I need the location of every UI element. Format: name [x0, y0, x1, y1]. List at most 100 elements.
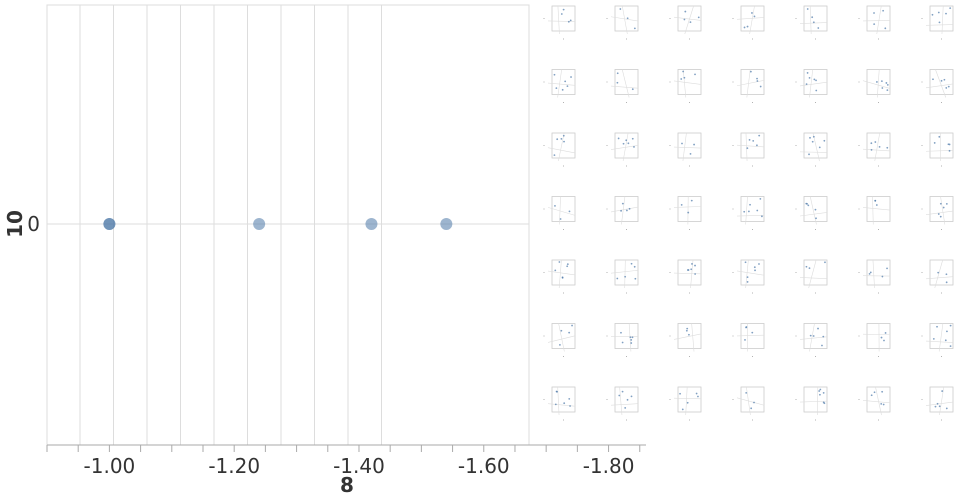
thumbnail-xlabel-mark: [878, 165, 879, 167]
thumbnail-frame: [551, 323, 576, 349]
thumbnail-gridline: [673, 146, 702, 149]
thumbnail-gridline: [925, 150, 954, 152]
thumbnail-point: [567, 20, 570, 23]
thumbnail-point: [936, 402, 939, 405]
thumbnail-point: [560, 329, 563, 332]
thumbnail-frame: [929, 386, 954, 413]
thumbnail-xlabel-mark: [878, 229, 879, 230]
thumbnail-point: [938, 135, 941, 138]
thumbnail-frame: [677, 132, 702, 159]
thumbnail-point: [874, 141, 877, 143]
thumbnail-point: [683, 18, 686, 21]
thumbnail-gridline: [547, 20, 576, 22]
thumbnail-gridline: [673, 16, 702, 21]
thumbnail-point: [868, 272, 871, 275]
thumbnail-point: [943, 78, 946, 81]
thumbnail-gridline: [862, 80, 891, 89]
x-tick-label: -1.20: [208, 454, 260, 478]
thumbnail-ylabel-mark: [543, 208, 545, 210]
thumbnail-point: [880, 402, 883, 405]
thumbnail-gridline: [685, 386, 688, 416]
thumbnail-xlabel-mark: [563, 165, 564, 167]
thumbnail-gridline: [925, 401, 954, 406]
thumbnail-xlabel-mark: [626, 419, 627, 421]
thumbnail-point: [945, 281, 948, 284]
thumbnail-point: [753, 401, 755, 404]
thumbnail-point: [697, 395, 699, 398]
thumbnail-point: [934, 405, 937, 408]
thumbnail-gridline: [610, 206, 639, 213]
thumbnail-xlabel-mark: [752, 229, 753, 230]
thumbnail-gridline: [673, 80, 702, 85]
thumbnail-frame: [614, 69, 639, 95]
thumbnail-point: [634, 277, 637, 280]
thumbnail-gridline: [925, 83, 954, 89]
thumbnail-gridline: [547, 207, 576, 216]
thumbnail-point: [882, 9, 885, 12]
thumbnail-frame: [803, 323, 828, 349]
thumbnail-panel: [795, 323, 828, 357]
thumbnail-gridline: [558, 132, 565, 162]
thumbnail-gridline: [624, 259, 626, 289]
thumbnail-point: [680, 78, 683, 80]
thumbnail-frame: [803, 69, 828, 95]
thumbnail-ylabel-mark: [795, 272, 797, 273]
thumbnail-ylabel-mark: [606, 399, 608, 400]
thumbnail-panel: [606, 386, 639, 421]
thumbnail-panel: [732, 259, 765, 294]
thumbnail-point: [697, 16, 700, 19]
thumbnail-frame: [866, 132, 891, 159]
thumbnail-gridline: [736, 270, 765, 276]
thumbnail-point: [806, 202, 808, 205]
thumbnail-point: [748, 138, 751, 141]
thumbnail-point: [560, 13, 563, 15]
thumbnail-xlabel-mark: [689, 102, 690, 103]
thumbnail-gridline: [872, 259, 875, 289]
thumbnail-panel: [921, 5, 954, 40]
thumbnail-point: [621, 202, 624, 205]
thumbnail-xlabel-mark: [689, 229, 690, 230]
thumbnail-panel: [606, 132, 639, 167]
x-tick-label: -1.80: [583, 454, 635, 478]
thumbnail-gridline: [736, 144, 765, 148]
thumbnail-gridline: [610, 269, 639, 274]
thumbnail-panel: [921, 132, 954, 167]
thumbnail-point: [818, 146, 821, 149]
thumbnail-gridline: [809, 69, 814, 98]
thumbnail-point: [563, 140, 565, 143]
thumbnail-point: [617, 137, 620, 140]
thumbnail-point: [806, 8, 809, 10]
thumbnail-point: [620, 331, 622, 334]
thumbnail-point: [569, 19, 572, 22]
thumbnail-gridline: [610, 85, 639, 89]
thumbnail-panel: [732, 386, 765, 421]
thumbnail-point: [564, 80, 567, 83]
thumbnail-gridline: [736, 80, 765, 87]
thumbnail-gridline: [610, 145, 639, 150]
thumbnail-point: [883, 339, 885, 342]
thumbnail-point: [630, 342, 633, 344]
thumbnail-point: [812, 135, 815, 138]
thumbnail-panel: [921, 323, 954, 357]
thumbnail-gridline: [925, 210, 954, 215]
thumbnail-gridline: [925, 276, 954, 280]
thumbnail-xlabel-mark: [878, 102, 879, 103]
thumbnail-ylabel-mark: [606, 18, 608, 19]
thumbnail-point: [746, 147, 749, 150]
thumbnail-point: [687, 211, 690, 214]
thumbnail-point: [808, 76, 811, 79]
thumbnail-gridline: [877, 69, 880, 98]
thumbnail-xlabel-mark: [563, 419, 564, 421]
thumbnail-gridline: [940, 196, 946, 225]
thumbnail-gridline: [809, 5, 812, 35]
thumbnail-point: [949, 324, 952, 327]
thumbnail-gridline: [622, 132, 629, 162]
thumbnail-frame: [740, 386, 765, 413]
thumbnail-point: [805, 83, 808, 86]
thumbnail-xlabel-mark: [815, 102, 816, 103]
thumbnail-point: [824, 261, 826, 264]
thumbnail-point: [562, 8, 565, 11]
thumbnail-gridline: [925, 340, 954, 343]
thumbnail-point: [743, 26, 746, 29]
thumbnail-panel: [858, 69, 891, 103]
